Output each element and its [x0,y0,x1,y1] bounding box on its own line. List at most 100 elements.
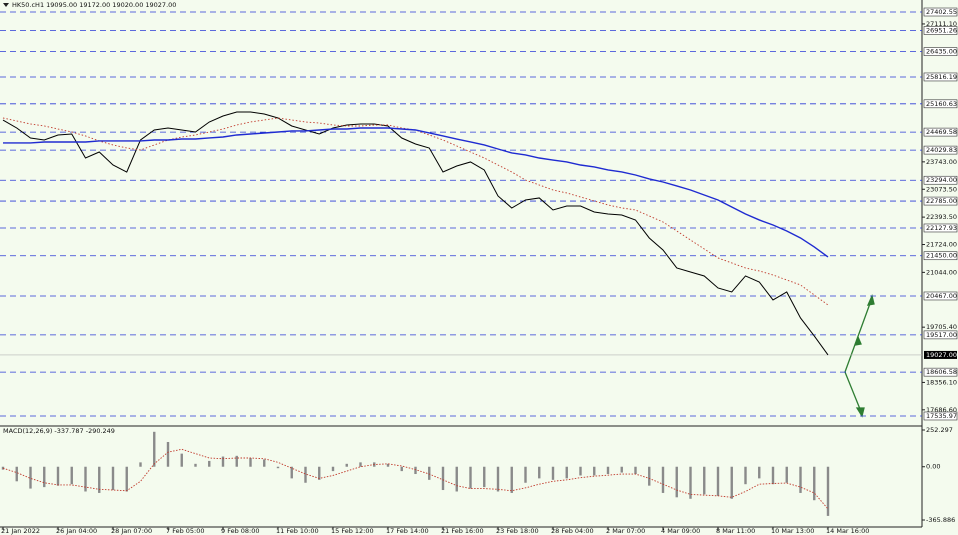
macd-bar [249,458,252,467]
macd-bar [15,466,18,482]
series-line [3,127,829,258]
macd-bar [221,456,225,467]
level-box [923,223,958,233]
y-tick-label: 23073.50 [926,185,957,193]
x-tick-label: 28 Feb 04:00 [551,527,594,535]
level-box [923,330,958,340]
macd-bar [263,459,266,467]
x-tick-label: 9 Feb 08:00 [221,527,260,535]
arrowhead [855,407,865,418]
macd-bar [510,466,513,493]
macd-bar [345,463,348,467]
level-label: 24469.58 [926,128,957,136]
level-box [923,127,958,137]
macd-bar [359,462,362,467]
level-box [923,7,958,17]
y-tick-label: 18356.10 [926,378,957,386]
x-tick-label: 11 Feb 10:00 [276,527,319,535]
macd-bar [84,466,87,492]
current-price-label: 19027.00 [926,351,957,359]
macd-bar [304,466,307,483]
level-box [923,411,958,421]
x-tick-label: 2 Mar 07:00 [606,527,645,535]
x-tick-label: 28 Jan 07:00 [111,527,152,535]
level-box [923,47,958,56]
macd-bar [606,466,610,475]
x-tick-label: 4 Mar 09:00 [661,527,700,535]
level-label: 22785.00 [926,197,957,205]
forecast-arrows [844,294,875,418]
level-label: 18606.58 [926,368,957,376]
level-label: 25816.19 [926,73,957,81]
x-tick-label: 10 Mar 13:00 [771,527,814,535]
x-tick-label: 8 Mar 11:00 [716,527,755,535]
chart-title: HK50.cH1 19095.00 19172.00 19020.00 1902… [12,1,176,9]
x-tick-label: 21 Feb 16:00 [441,527,484,535]
macd-bar [634,466,637,475]
level-label: 19517.00 [926,331,957,339]
y-tick-label: -365.886 [926,516,955,524]
macd-bar [675,466,678,498]
level-label: 27402.55 [926,8,957,16]
macd-bar [318,466,321,480]
x-tick-label: 26 Jan 04:00 [56,527,97,535]
macd-bar [593,466,596,476]
y-tick-label: 23743.00 [926,158,957,166]
level-label: 17535.97 [926,412,957,420]
macd-bar [180,453,183,467]
arrow-up [844,297,873,373]
macd-bar [538,466,541,479]
y-tick-label: 21044.00 [926,268,957,276]
arrow-down [844,371,863,415]
macd-bar [428,466,431,480]
macd-bar [111,466,115,491]
series-line [2,111,829,356]
level-box [923,251,958,261]
y-tick-label: 21724.00 [926,241,957,249]
series-line [2,448,829,510]
macd-bar [551,466,555,480]
macd-bar [194,463,197,467]
macd-bar [703,466,706,495]
y-tick-label: 0.00 [926,463,940,471]
level-label: 26951.26 [926,26,957,34]
macd-bar [70,466,73,485]
macd-bar [785,466,788,483]
level-box [923,145,958,155]
level-box [923,26,958,35]
level-box [923,291,958,301]
macd-bar [648,466,651,486]
y-tick-label: 252.297 [926,426,953,434]
macd-bar [414,466,417,475]
macd-bar [661,466,665,493]
y-tick-label: 17686.60 [926,406,957,414]
macd-bar [579,466,582,476]
y-tick-label: 19705.40 [926,323,957,331]
level-box [923,72,958,82]
x-tick-label: 7 Feb 05:00 [166,527,205,535]
macd-bar [716,466,720,496]
macd-bar [56,466,60,486]
y-tick-label: 22393.50 [926,213,957,221]
macd-bar [826,466,830,516]
macd-bar [276,466,280,469]
level-box [923,367,958,377]
macd-bar [290,466,293,479]
macd-bar [139,462,142,467]
level-label: 24029.83 [926,146,957,154]
level-box [923,99,958,109]
macd-bar [386,463,390,467]
macd-bar [730,466,733,499]
macd-bar [98,466,101,493]
level-label: 20467.00 [926,292,957,300]
x-tick-label: 15 Feb 12:00 [331,527,374,535]
level-box [923,175,958,185]
level-label: 26435.00 [926,48,957,56]
x-tick-label: 17 Feb 14:00 [386,527,429,535]
macd-bar [469,466,472,489]
level-label: 23294.00 [926,176,957,184]
macd-bar [689,466,692,499]
